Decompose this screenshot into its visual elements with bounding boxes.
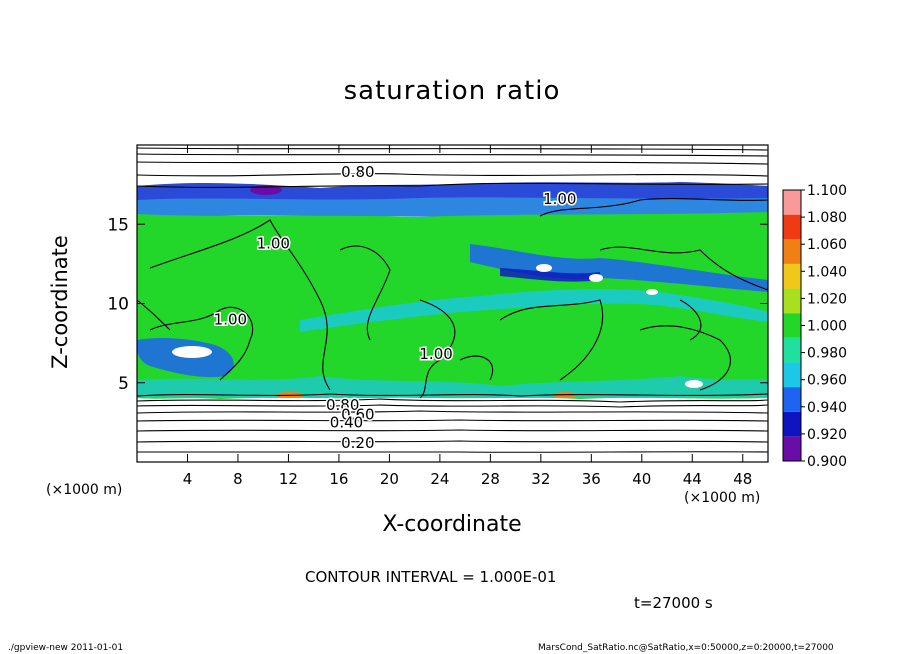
colorbar-swatch xyxy=(783,214,801,240)
colorbar-label: 1.060 xyxy=(807,237,847,253)
white-hole xyxy=(685,380,703,388)
footer-right: MarsCond_SatRatio.nc@SatRatio,x=0:50000,… xyxy=(538,643,834,653)
white-hole xyxy=(589,274,603,282)
blue-streak-core xyxy=(500,268,600,282)
footer-left: ./gpview-new 2011-01-01 xyxy=(8,643,124,653)
x-tick-label: 20 xyxy=(380,470,399,488)
contour-label-layer: 0.801.001.001.001.000.800.600.400.20 xyxy=(212,161,578,453)
chart-title: saturation ratio xyxy=(343,76,561,106)
colorbar-label: 0.940 xyxy=(807,400,847,416)
y-tick-label: 15 xyxy=(107,215,129,235)
colorbar-label: 1.000 xyxy=(807,319,847,335)
colorbar-swatch xyxy=(783,411,801,437)
contour-interval-note: CONTOUR INTERVAL = 1.000E-01 xyxy=(305,568,557,586)
white-hole xyxy=(536,264,552,272)
contour-label: 1.00 xyxy=(214,310,247,328)
x-tick-label: 12 xyxy=(279,470,298,488)
colorbar-label: 0.960 xyxy=(807,373,847,389)
contour-label: 1.00 xyxy=(419,345,452,363)
colorbar-label: 1.020 xyxy=(807,291,847,307)
colorbar-swatch xyxy=(783,362,801,388)
y-axis-unit: (×1000 m) xyxy=(46,482,123,498)
x-tick-label: 44 xyxy=(683,470,702,488)
colorbar-swatch xyxy=(783,436,801,461)
colorbar-swatch xyxy=(783,263,801,289)
colorbar-swatch xyxy=(783,190,801,215)
x-axis-label: X-coordinate xyxy=(382,512,522,537)
time-stamp: t=27000 s xyxy=(634,594,713,612)
contour-label: 1.00 xyxy=(543,190,576,208)
left-white-patch xyxy=(172,346,212,358)
y-tick-label: 10 xyxy=(107,295,129,315)
x-tick-label: 40 xyxy=(632,470,651,488)
contour-label: 0.80 xyxy=(341,163,374,181)
contour-label: 0.60 xyxy=(341,405,374,423)
colorbar-label: 1.080 xyxy=(807,210,847,226)
contour-label: 1.00 xyxy=(257,234,290,252)
y-axis-label: Z-coordinate xyxy=(48,235,72,369)
colorbar-swatch xyxy=(783,337,801,363)
x-tick-label: 32 xyxy=(531,470,550,488)
x-tick-label: 8 xyxy=(233,470,243,488)
heatmap-field xyxy=(137,147,768,453)
colorbar: 0.900 0.920 0.940 0.960 0.980 1.000 1.020 1.040… xyxy=(782,183,847,470)
colorbar-label: 1.100 xyxy=(807,183,847,199)
colorbar-swatch xyxy=(783,288,801,314)
upper-cyan-band xyxy=(137,197,768,219)
x-tick-label: 16 xyxy=(329,470,348,488)
x-tick-label: 24 xyxy=(430,470,449,488)
colorbar-label: 0.920 xyxy=(807,427,847,443)
colorbar-swatch xyxy=(783,387,801,412)
contour-label: 0.80 xyxy=(326,396,359,414)
contour-lines xyxy=(137,147,768,399)
x-axis-unit: (×1000 m) xyxy=(684,490,761,506)
y-tick-label: 5 xyxy=(118,374,129,394)
contour-label: 0.20 xyxy=(341,434,374,452)
blue-streak-upper xyxy=(470,244,768,292)
colorbar-label: 1.040 xyxy=(807,264,847,280)
contour-label: 0.40 xyxy=(330,413,363,431)
x-tick-label: 48 xyxy=(733,470,752,488)
colorbar-label: 0.980 xyxy=(807,346,847,362)
x-tick-label: 36 xyxy=(582,470,601,488)
colorbar-label: 0.900 xyxy=(807,454,847,470)
white-hole xyxy=(646,289,658,295)
colorbar-swatch xyxy=(783,239,801,264)
lower-contour-lines xyxy=(137,393,768,453)
blue-streak-diagonal xyxy=(300,289,768,332)
x-tick-label: 28 xyxy=(481,470,500,488)
colorbar-swatch xyxy=(783,313,801,338)
x-tick-label: 4 xyxy=(183,470,193,488)
